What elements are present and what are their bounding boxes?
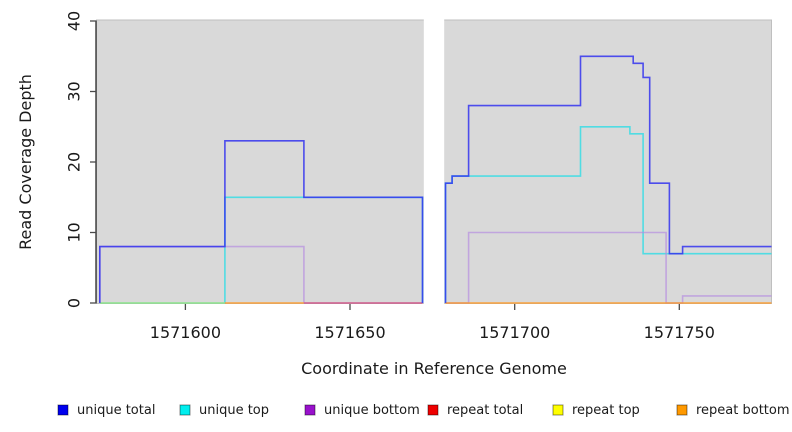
series-segment — [444, 55, 772, 303]
legend-swatch — [676, 404, 688, 416]
legend-label: repeat top — [572, 403, 640, 418]
x-axis-title: Coordinate in Reference Genome — [301, 359, 567, 378]
y-tick-label: 40 — [65, 11, 84, 31]
y-tick-label: 20 — [65, 152, 84, 172]
series-layer — [99, 55, 772, 304]
legend-swatch — [57, 404, 69, 416]
axes-layer: 0 10 20 30 40 1571600 1571650 1571700 1571750 — [65, 11, 715, 342]
legend-label: unique total — [77, 403, 155, 418]
no-data-gap — [423, 19, 445, 305]
legend-item-unique-total: unique total — [57, 403, 155, 418]
y-tick-label: 30 — [65, 81, 84, 101]
legend-label: unique bottom — [324, 403, 420, 418]
legend-item-unique-bottom: unique bottom — [304, 403, 420, 418]
y-axis-title: Read Coverage Depth — [16, 74, 35, 250]
legend-label: unique top — [199, 403, 269, 418]
series-segment — [99, 140, 424, 303]
legend-swatch — [427, 404, 439, 416]
legend-swatch — [304, 404, 316, 416]
legend-item-repeat-bottom: repeat bottom — [676, 403, 790, 418]
x-tick-label: 1571700 — [479, 323, 550, 342]
series-segment — [445, 231, 772, 304]
y-tick-label: 10 — [65, 222, 84, 242]
y-tick-label: 0 — [65, 298, 84, 308]
legend: unique total unique top unique bottom repea… — [57, 403, 790, 418]
legend-swatch — [179, 404, 191, 416]
x-tick-label: 1571650 — [314, 323, 385, 342]
legend-item-unique-top: unique top — [179, 403, 269, 418]
legend-label: repeat total — [447, 403, 523, 418]
legend-item-repeat-total: repeat total — [427, 403, 523, 418]
legend-label: repeat bottom — [696, 403, 790, 418]
legend-swatch — [552, 404, 564, 416]
x-tick-label: 1571750 — [644, 323, 715, 342]
legend-item-repeat-top: repeat top — [552, 403, 640, 418]
series-unique-total — [99, 55, 772, 303]
x-tick-label: 1571600 — [150, 323, 221, 342]
